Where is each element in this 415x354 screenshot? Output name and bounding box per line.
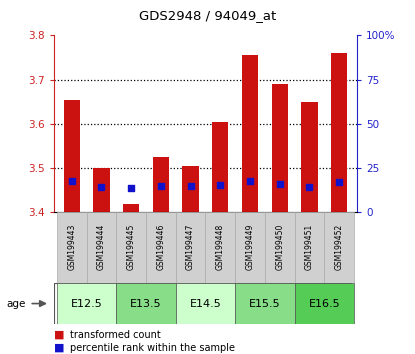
Bar (183, 166, 199, 212)
Bar (57, 212, 87, 283)
Text: E16.5: E16.5 (308, 298, 340, 309)
Text: GSM199445: GSM199445 (127, 223, 136, 270)
Bar (63, 99, 80, 212)
Text: E13.5: E13.5 (130, 298, 162, 309)
Text: E15.5: E15.5 (249, 298, 281, 309)
Bar (123, 204, 139, 212)
Bar (205, 212, 235, 283)
Point (306, 184, 312, 189)
Point (247, 178, 253, 183)
Point (217, 182, 224, 188)
Bar (242, 55, 258, 212)
Text: GSM199451: GSM199451 (305, 223, 314, 269)
Bar (301, 102, 317, 212)
Bar (235, 212, 265, 283)
Bar (295, 283, 354, 324)
Text: GSM199443: GSM199443 (67, 223, 76, 270)
Point (98, 184, 105, 189)
Bar (176, 212, 205, 283)
Text: transformed count: transformed count (70, 330, 161, 339)
Text: GSM199447: GSM199447 (186, 223, 195, 270)
Point (68, 178, 75, 184)
Bar (265, 212, 295, 283)
Text: percentile rank within the sample: percentile rank within the sample (70, 343, 235, 353)
Text: age: age (6, 298, 26, 309)
Bar (87, 212, 116, 283)
Text: GSM199449: GSM199449 (246, 223, 254, 270)
Point (128, 185, 134, 191)
Bar (116, 283, 176, 324)
Text: GSM199452: GSM199452 (334, 223, 344, 269)
Bar (176, 283, 235, 324)
Text: GSM199446: GSM199446 (156, 223, 165, 270)
Point (276, 181, 283, 187)
Text: ■: ■ (54, 330, 64, 339)
Bar (93, 168, 110, 212)
Text: E12.5: E12.5 (71, 298, 103, 309)
Point (187, 183, 194, 189)
Bar (116, 212, 146, 283)
Text: GSM199450: GSM199450 (275, 223, 284, 270)
Point (158, 183, 164, 189)
Bar (331, 53, 347, 212)
Bar (271, 84, 288, 212)
Bar (153, 157, 169, 212)
Text: GSM199448: GSM199448 (216, 223, 225, 269)
Bar (235, 283, 295, 324)
Text: GSM199444: GSM199444 (97, 223, 106, 270)
Point (336, 179, 342, 185)
Bar (212, 122, 228, 212)
Bar (57, 283, 116, 324)
Bar (324, 212, 354, 283)
Text: ■: ■ (54, 343, 64, 353)
Bar (295, 212, 324, 283)
Text: E14.5: E14.5 (190, 298, 221, 309)
Bar (146, 212, 176, 283)
Text: GDS2948 / 94049_at: GDS2948 / 94049_at (139, 9, 276, 22)
